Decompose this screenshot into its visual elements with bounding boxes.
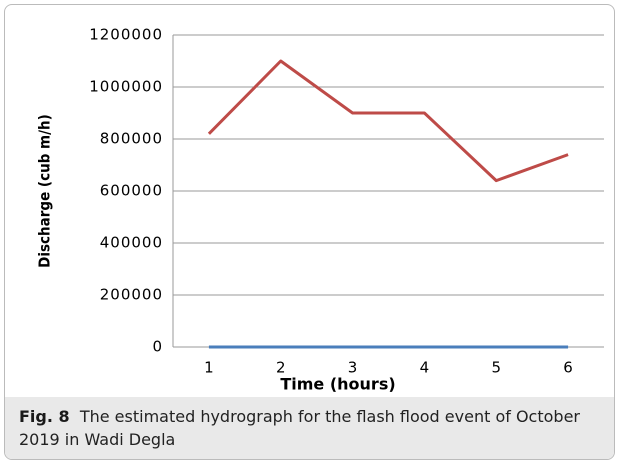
x-tick-label: 4 xyxy=(420,359,430,377)
y-axis-label: Discharge (cub m/h) xyxy=(36,114,54,268)
x-axis-label: Time (hours) xyxy=(280,375,395,394)
y-tick-label: 200000 xyxy=(100,286,163,304)
y-tick-label: 0 xyxy=(152,338,163,356)
y-tick-label: 400000 xyxy=(100,234,163,252)
y-tick-label: 1000000 xyxy=(89,78,163,96)
caption-label: Fig. 8 xyxy=(19,407,70,426)
y-tick-label: 600000 xyxy=(100,182,163,200)
figure: Time (hours) Discharge (cub m/h) 0 200000… xyxy=(4,4,615,460)
data-line xyxy=(207,59,569,183)
caption: Fig. 8 The estimated hydrograph for the … xyxy=(5,397,614,459)
caption-text: The estimated hydrograph for the flash f… xyxy=(19,407,580,449)
x-tick-label: 6 xyxy=(563,359,573,377)
y-tick-label: 1200000 xyxy=(89,26,163,44)
x-tick-label: 2 xyxy=(276,359,286,377)
x-tick-label: 1 xyxy=(204,359,214,377)
chart: Time (hours) Discharge (cub m/h) 0 200000… xyxy=(36,26,604,394)
x-tick-label: 5 xyxy=(491,359,501,377)
y-tick-label: 800000 xyxy=(100,130,163,148)
x-tick-label: 3 xyxy=(348,359,358,377)
